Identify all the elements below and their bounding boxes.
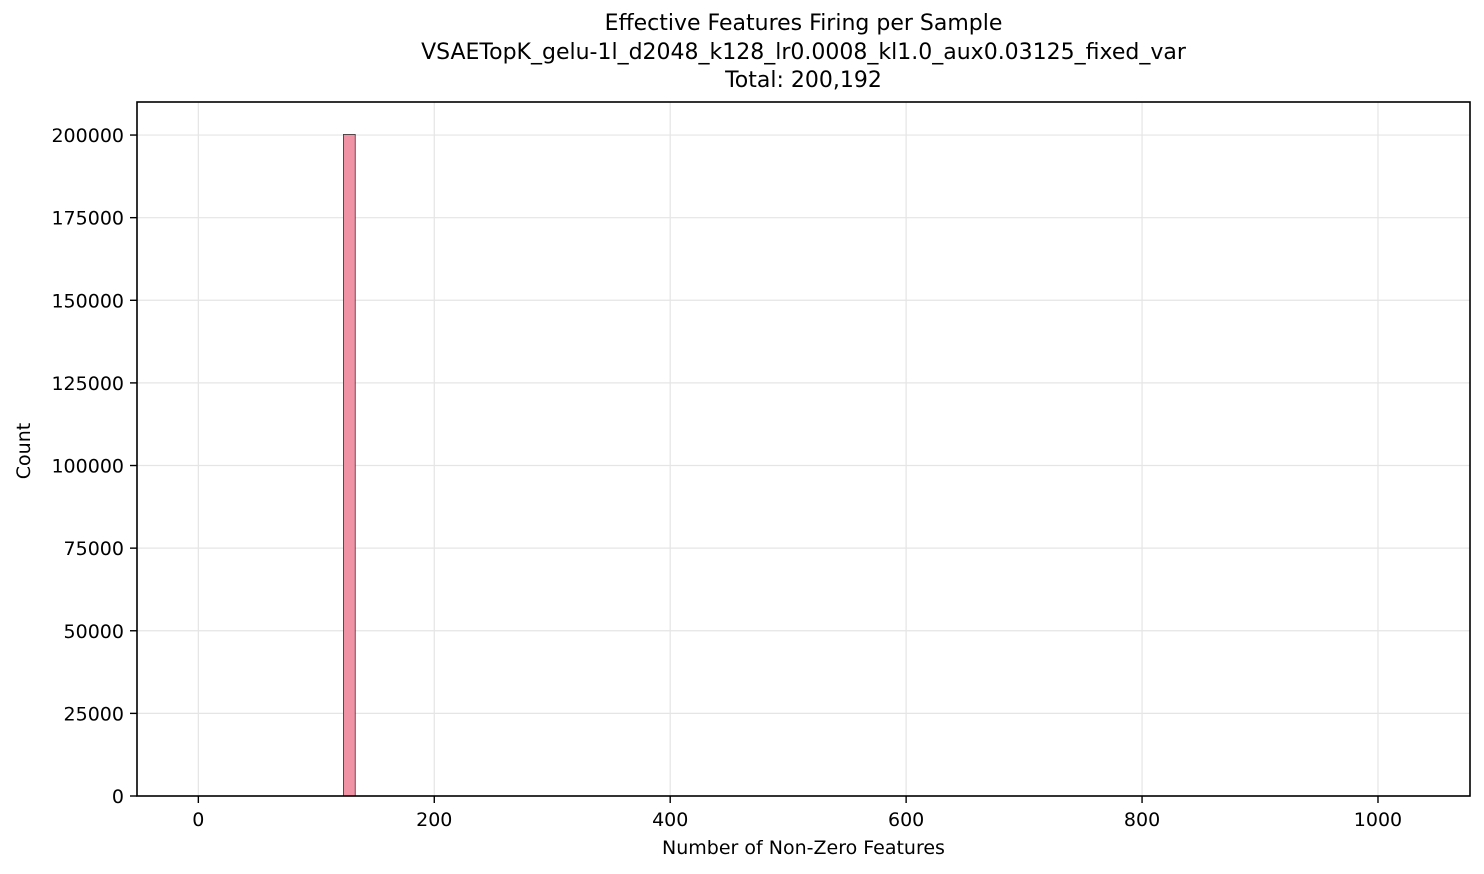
x-tick-label: 1000 xyxy=(1354,809,1402,831)
x-tick-label: 600 xyxy=(888,809,924,831)
x-tick-label: 200 xyxy=(416,809,452,831)
histogram-bar xyxy=(343,134,356,797)
y-tick-label: 200000 xyxy=(51,125,124,147)
y-tick-label: 150000 xyxy=(51,290,124,312)
y-tick-label: 175000 xyxy=(51,208,124,230)
chart-total: Total: 200,192 xyxy=(725,68,882,93)
y-tick-label: 75000 xyxy=(64,538,124,560)
x-tick-label: 800 xyxy=(1124,809,1160,831)
y-tick-label: 100000 xyxy=(51,456,124,478)
y-tick-label: 0 xyxy=(112,786,124,808)
bars xyxy=(343,134,356,797)
grid-lines xyxy=(137,102,1470,797)
y-tick-label: 125000 xyxy=(51,373,124,395)
plot-frame xyxy=(136,101,1471,797)
y-tick-label: 25000 xyxy=(64,703,124,725)
chart-title: Effective Features Firing per Sample xyxy=(604,11,1003,36)
x-tick-label: 400 xyxy=(652,809,688,831)
x-tick-label: 0 xyxy=(192,809,204,831)
chart-subtitle: VSAETopK_gelu-1l_d2048_k128_lr0.0008_kl1… xyxy=(421,40,1186,65)
y-axis-label: Count xyxy=(13,422,35,480)
y-tick-label: 50000 xyxy=(64,621,124,643)
axis-ticks: 0 200 400 600 800 1000 0 25000 50000 75000 100000 1… xyxy=(51,125,1402,831)
x-axis-label: Number of Non-Zero Features xyxy=(662,837,945,859)
